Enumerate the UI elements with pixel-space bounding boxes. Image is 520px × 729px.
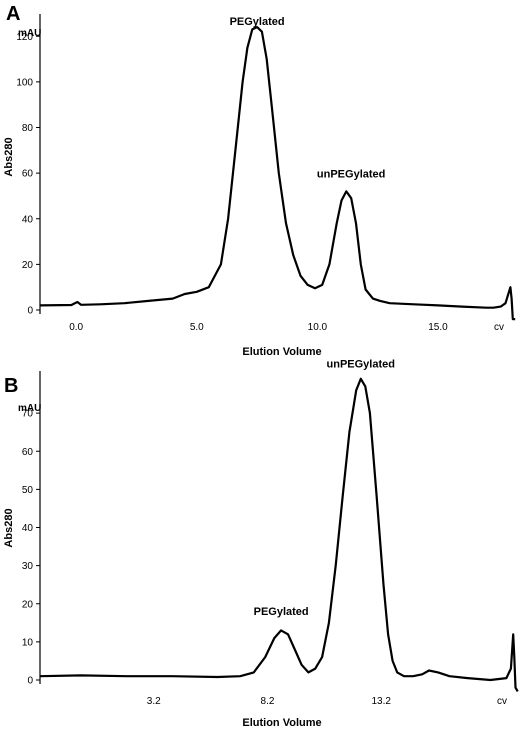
y-unit-label: mAU — [18, 403, 41, 414]
x-tick-label: 0.0 — [69, 322, 83, 333]
series-line-0 — [39, 377, 519, 692]
y-tick-label: 0 — [27, 306, 33, 317]
y-tick-label: 30 — [22, 561, 34, 572]
y-tick-label: 60 — [22, 447, 34, 458]
peak-label: unPEGylated — [317, 169, 385, 181]
panel-letter: A — [6, 3, 20, 25]
y-tick-label: 20 — [22, 260, 34, 271]
x-tick-label: 8.2 — [261, 696, 275, 707]
x-axis-title: Elution Volume — [242, 346, 321, 358]
y-tick-label: 70 — [22, 409, 34, 420]
y-tick-label: 60 — [22, 169, 34, 180]
y-unit-label: mAU — [18, 28, 41, 39]
y-tick-label: 40 — [22, 523, 34, 534]
y-axis-title: Abs280 — [3, 137, 15, 176]
x-tick-label: 13.2 — [371, 696, 391, 707]
y-tick-label: 100 — [16, 77, 33, 88]
x-tick-label: 3.2 — [147, 696, 161, 707]
y-axis-title: Abs280 — [3, 508, 15, 547]
y-tick-label: 40 — [22, 214, 34, 225]
y-tick-label: 0 — [27, 676, 33, 687]
y-tick-label: 20 — [22, 599, 34, 610]
peak-label: PEGylated — [230, 16, 285, 28]
panel-letter: B — [4, 375, 18, 397]
x-tick-label: 15.0 — [428, 322, 448, 333]
x-end-label: cv — [494, 322, 504, 333]
x-tick-label: 10.0 — [308, 322, 328, 333]
y-tick-label: 50 — [22, 485, 34, 496]
series-line-0 — [39, 26, 516, 321]
y-tick-label: 80 — [22, 123, 34, 134]
x-end-label: cv — [497, 696, 507, 707]
y-tick-label: 120 — [16, 32, 33, 43]
x-tick-label: 5.0 — [190, 322, 204, 333]
peak-label: PEGylated — [254, 606, 309, 618]
y-tick-label: 10 — [22, 637, 34, 648]
x-axis-title: Elution Volume — [242, 717, 321, 729]
peak-label: unPEGylated — [327, 358, 395, 370]
